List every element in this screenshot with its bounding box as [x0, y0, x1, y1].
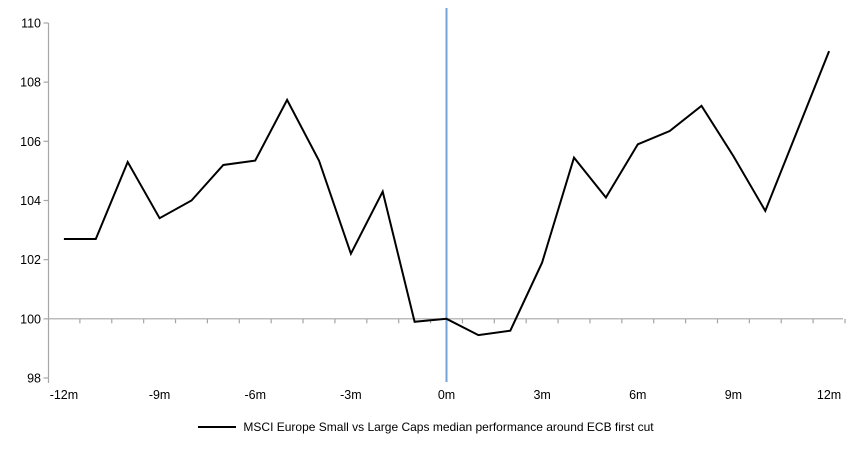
- x-axis-tick-label: 0m: [438, 388, 455, 402]
- x-axis-tick-label: -9m: [149, 388, 171, 402]
- x-axis-tick-label: 3m: [533, 388, 550, 402]
- x-axis-tick-label: -6m: [244, 388, 266, 402]
- legend-label: MSCI Europe Small vs Large Caps median p…: [243, 420, 654, 434]
- y-axis-tick-label: 102: [20, 253, 41, 267]
- legend: MSCI Europe Small vs Large Caps median p…: [0, 418, 852, 436]
- series-line: [63, 50, 831, 337]
- y-axis-tick-label: 108: [20, 76, 41, 90]
- y-axis-tick-label: 106: [20, 135, 41, 149]
- x-axis-tick-label: -12m: [50, 388, 78, 402]
- y-axis-tick-label: 98: [27, 372, 41, 386]
- x-axis-tick-label: 6m: [629, 388, 646, 402]
- legend-line-swatch: [198, 426, 237, 428]
- x-axis-tick-label: 12m: [817, 388, 841, 402]
- y-axis-tick-label: 100: [20, 312, 41, 326]
- y-axis-tick-label: 104: [20, 194, 41, 208]
- x-axis-tick-label: -3m: [340, 388, 362, 402]
- y-axis-tick-label: 110: [21, 17, 41, 31]
- x-axis-tick-label: 9m: [725, 388, 742, 402]
